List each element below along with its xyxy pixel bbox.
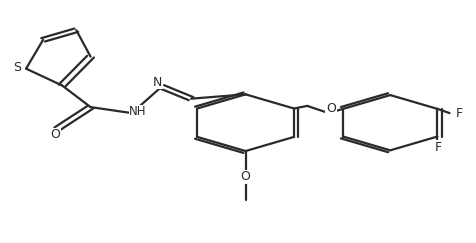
Text: O: O <box>240 170 250 183</box>
Text: F: F <box>455 107 462 120</box>
Text: S: S <box>13 61 21 74</box>
Text: O: O <box>326 102 335 115</box>
Text: O: O <box>50 128 60 141</box>
Text: N: N <box>153 76 162 89</box>
Text: NH: NH <box>129 105 147 118</box>
Text: F: F <box>434 141 441 154</box>
